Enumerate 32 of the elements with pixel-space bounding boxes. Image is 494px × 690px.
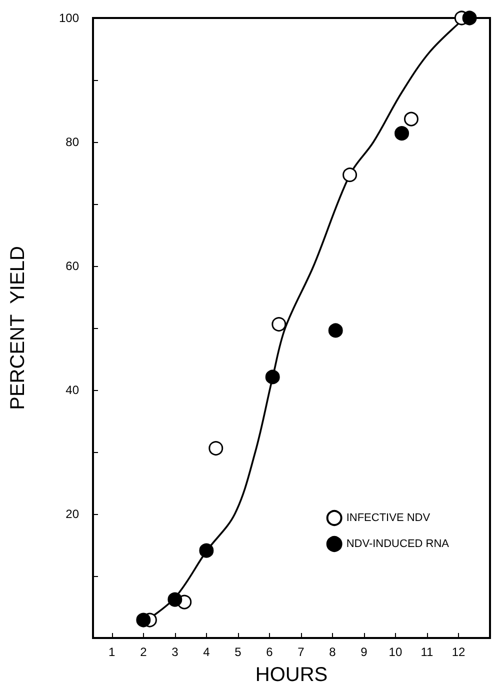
x-tick-label: 11	[420, 645, 434, 659]
point	[462, 10, 477, 26]
y-tick-label: 40	[66, 383, 80, 397]
legend-label: INFECTIVE NDV	[346, 512, 431, 524]
x-tick-label: 9	[360, 645, 368, 659]
legend-label: NDV-INDUCED RNA	[346, 538, 450, 550]
point	[272, 317, 286, 332]
point	[394, 126, 410, 141]
x-tick-label: 7	[298, 645, 305, 659]
x-tick-label: 3	[172, 645, 179, 659]
x-tick-label: 8	[329, 645, 336, 659]
point	[208, 441, 224, 456]
y-tick-label: 100	[58, 11, 80, 25]
y-tick-label: 80	[66, 135, 80, 149]
x-tick-label: 2	[140, 645, 148, 659]
point	[328, 323, 343, 338]
point	[136, 612, 151, 628]
x-tick-label: 6	[266, 645, 274, 659]
y-axis-title: PERCENT YIELD	[7, 246, 29, 410]
point	[265, 370, 280, 384]
point	[404, 112, 418, 126]
x-tick-label: 10	[388, 645, 402, 659]
point	[199, 543, 214, 558]
x-tick-label: 12	[452, 645, 466, 659]
x-axis-title: HOURS	[255, 664, 328, 686]
x-tick-label: 5	[234, 645, 242, 659]
x-tick-label: 4	[203, 645, 210, 659]
point	[342, 168, 358, 182]
x-tick-label: 1	[108, 645, 116, 659]
y-tick-label: 20	[66, 507, 80, 521]
point	[168, 592, 182, 607]
y-tick-label: 60	[66, 259, 80, 273]
